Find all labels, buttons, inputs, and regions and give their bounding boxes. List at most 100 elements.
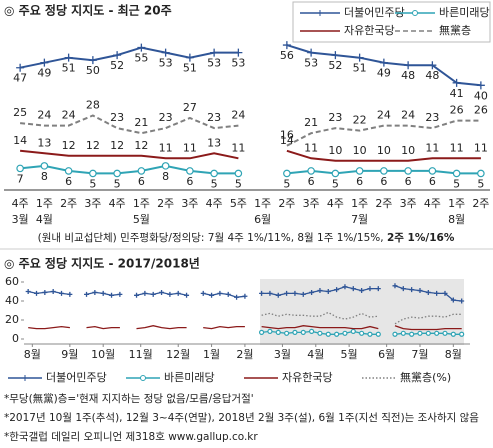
marker: [476, 81, 485, 90]
marker: [452, 169, 461, 178]
data-label: 23: [159, 111, 173, 124]
data-label: 5: [114, 177, 121, 190]
data-label: 5: [477, 177, 484, 190]
marker: [409, 287, 415, 293]
data-label: 11: [159, 141, 173, 154]
data-label: 51: [183, 62, 197, 75]
data-label: 48: [401, 69, 415, 82]
x-tick-label: 1월: [203, 348, 220, 361]
data-label: 25: [13, 106, 27, 119]
x-tick-label: 2주: [157, 197, 174, 210]
x-tick-label: 7월: [411, 348, 428, 361]
data-label: 6: [138, 175, 145, 188]
data-label: 10: [328, 144, 342, 157]
marker: [359, 288, 365, 294]
marker: [300, 329, 306, 335]
marker: [267, 290, 273, 296]
data-label: 16: [280, 129, 294, 142]
data-label: 11: [183, 141, 197, 154]
x-tick-label: 4주: [12, 197, 29, 210]
x-tick-label: 3주: [400, 197, 417, 210]
x-tick-label: 11월: [129, 348, 153, 361]
marker: [375, 286, 381, 292]
marker: [100, 290, 106, 296]
data-label: 11: [450, 141, 464, 154]
data-label: 11: [474, 141, 488, 154]
marker: [275, 329, 281, 335]
footnote: *한국갤럽 데일리 오피니언 제318호 www.gallup.co.kr: [4, 430, 258, 443]
marker: [259, 290, 265, 296]
marker: [242, 293, 248, 299]
footnote: *2017년 10월 1주(추석), 12월 3~4주(연말), 2018년 2…: [4, 411, 479, 424]
data-label: 23: [110, 111, 124, 124]
marker: [16, 164, 24, 173]
month-label: 6월: [254, 213, 271, 226]
x-tick-label: 2월: [236, 348, 253, 361]
data-label: 11: [231, 141, 245, 154]
legend-label: 無黨층: [439, 23, 471, 37]
marker: [425, 330, 431, 336]
data-label: 49: [377, 67, 391, 80]
marker: [342, 284, 348, 290]
marker: [88, 56, 97, 65]
series-line: [28, 325, 462, 331]
data-label: 10: [401, 144, 415, 157]
series-line: [19, 149, 481, 162]
data-label: 24: [62, 109, 76, 122]
marker: [210, 169, 218, 178]
month-label: 5월: [133, 213, 150, 226]
data-label: 12: [86, 139, 100, 152]
marker: [258, 329, 265, 335]
legend-box: [292, 1, 491, 43]
legend-marker: [412, 10, 418, 16]
x-tick-label: 1주: [254, 197, 271, 210]
x-tick-label: 2주: [375, 197, 392, 210]
marker: [355, 53, 364, 62]
marker: [375, 331, 381, 337]
marker: [325, 289, 331, 294]
marker: [325, 331, 331, 337]
marker: [283, 330, 290, 336]
marker: [50, 289, 56, 294]
data-label: 47: [13, 72, 27, 85]
marker: [109, 292, 115, 298]
data-label: 50: [86, 64, 100, 77]
marker: [292, 329, 298, 335]
marker: [167, 291, 173, 297]
marker: [367, 286, 373, 292]
marker: [92, 289, 98, 295]
data-label: 53: [231, 57, 245, 70]
data-label: 6: [65, 175, 72, 188]
x-tick-label: 8월: [445, 348, 462, 361]
marker: [161, 162, 170, 170]
marker: [428, 61, 437, 70]
data-label: 24: [37, 109, 51, 122]
marker: [477, 169, 485, 178]
marker: [459, 331, 465, 337]
marker: [89, 169, 97, 178]
marker: [186, 167, 194, 175]
legend-label: 자유한국당: [282, 371, 333, 384]
marker: [434, 330, 440, 336]
data-label: 12: [110, 139, 124, 152]
marker: [342, 330, 348, 336]
marker: [450, 331, 456, 337]
marker: [175, 290, 181, 296]
x-tick-label: 4주: [327, 197, 344, 210]
x-tick-label: 3주: [181, 197, 198, 210]
data-label: 24: [377, 109, 391, 122]
marker: [185, 53, 194, 62]
data-label: 56: [280, 49, 294, 62]
x-tick-label: 8월: [24, 348, 41, 361]
data-label: 53: [207, 57, 221, 70]
marker: [392, 331, 398, 337]
note: (원내 비교섭단체) 민주평화당/정의당: 7월 4주 1%/11%, 8월 1…: [38, 232, 455, 244]
data-label: 10: [377, 144, 391, 157]
marker: [307, 167, 315, 175]
data-label: 6: [429, 175, 436, 188]
data-label: 24: [401, 109, 415, 122]
marker: [234, 48, 243, 57]
legend-label: 더불어민주당: [344, 6, 405, 19]
marker: [137, 43, 146, 52]
